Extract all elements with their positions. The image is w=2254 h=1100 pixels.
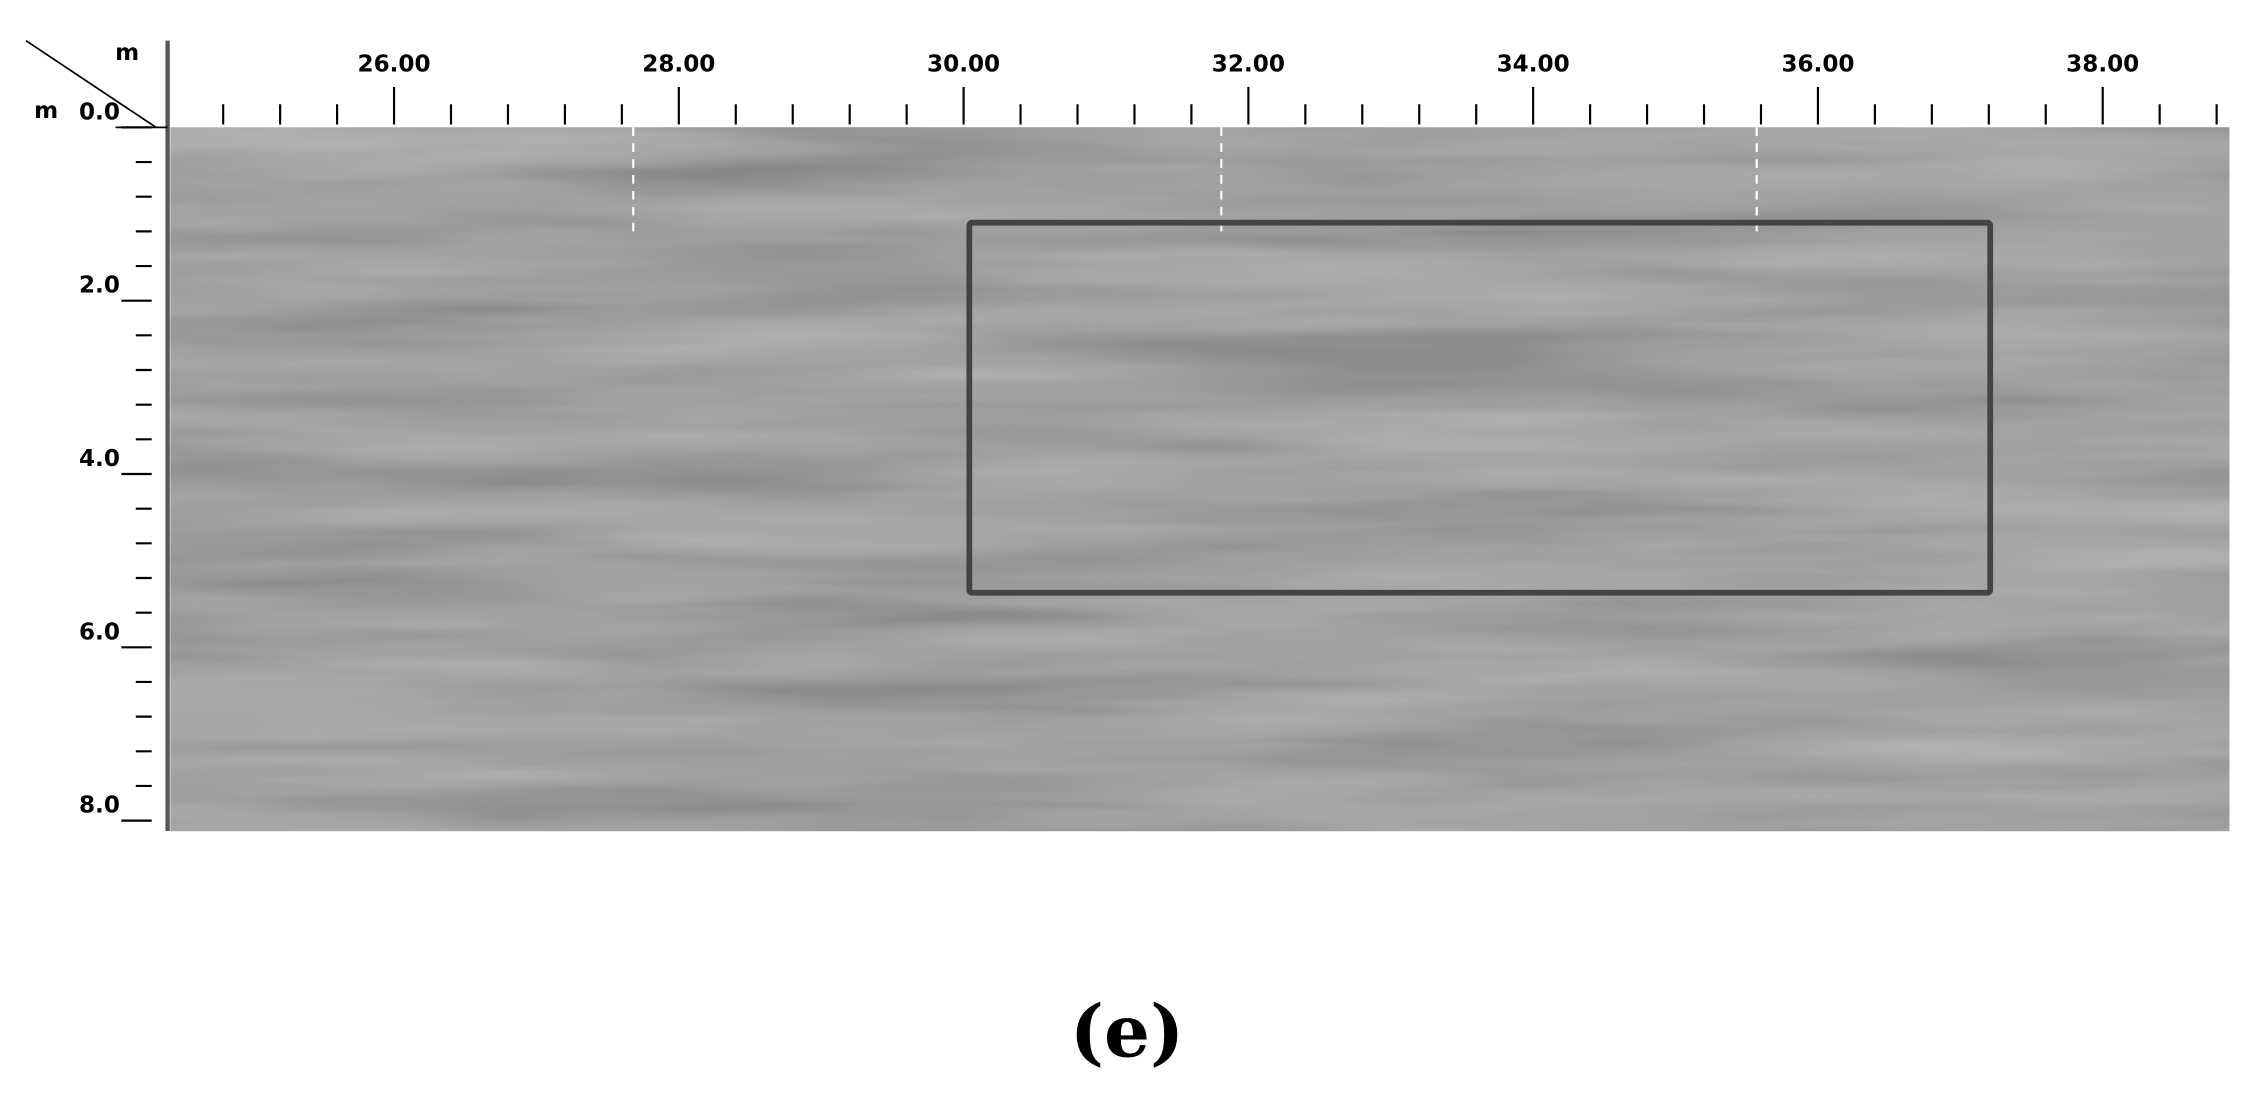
x-tick-label: 28.00 — [642, 52, 715, 78]
y-tick-label: 2.0 — [79, 273, 120, 299]
x-unit: m — [115, 40, 139, 66]
y-tick-label: 4.0 — [79, 446, 120, 472]
y-unit: m — [34, 98, 58, 124]
x-tick-label: 26.00 — [357, 52, 430, 78]
x-tick-label: 30.00 — [927, 52, 1000, 78]
y-tick-label: 0.0 — [79, 99, 120, 125]
x-tick-label: 32.00 — [1212, 52, 1285, 78]
caption: (e) — [1070, 990, 1184, 1075]
x-tick-label: 34.00 — [1497, 52, 1570, 78]
y-tick-label: 6.0 — [79, 619, 120, 645]
x-tick-label: 38.00 — [2066, 52, 2139, 78]
x-tick-label: 36.00 — [1781, 52, 1854, 78]
highlight-box — [966, 219, 1994, 596]
corner-diagonal — [25, 39, 157, 129]
y-tick-label: 8.0 — [79, 793, 120, 819]
radargram-texture — [170, 127, 2230, 832]
